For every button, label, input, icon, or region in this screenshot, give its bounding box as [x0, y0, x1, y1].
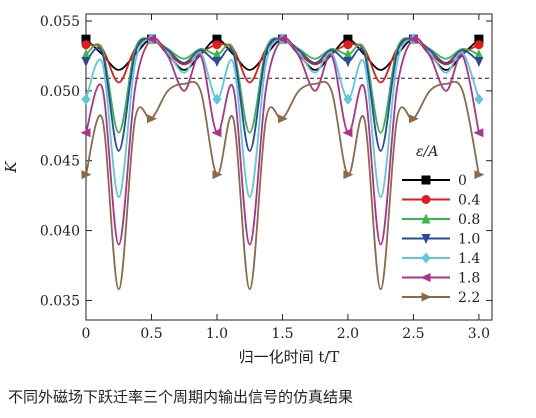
data-point-1.4: [81, 93, 91, 105]
x-tick-label: 0.5: [140, 326, 162, 342]
data-point-0.4: [474, 40, 484, 50]
data-point-0.8: [474, 49, 484, 60]
data-point-0: [343, 34, 353, 44]
data-point-0.8: [81, 49, 91, 60]
y-tick-label: 0.040: [40, 224, 80, 240]
data-point-0: [474, 34, 484, 44]
legend-label: 1.4: [458, 251, 480, 267]
data-point-1.4: [212, 93, 222, 105]
series-line-1.8: [85, 37, 480, 246]
series-line-1.4: [85, 38, 480, 198]
legend-label: 2.2: [458, 290, 480, 306]
legend-marker: [421, 175, 431, 185]
data-point-2.2: [474, 170, 485, 180]
y-tick-label: 0.035: [40, 293, 80, 309]
legend-marker: [421, 292, 432, 302]
x-tick-label: 1.0: [206, 326, 228, 342]
data-point-2.2: [408, 114, 419, 124]
legend-marker: [421, 195, 431, 204]
data-point-0.4: [343, 40, 353, 50]
data-point-1.0: [343, 57, 353, 68]
figure-caption: 不同外磁场下跃迁率三个周期内输出信号的仿真结果: [8, 388, 354, 406]
legend-label: 0.4: [458, 193, 480, 209]
data-point-2.2: [343, 170, 354, 180]
chart: 0 0.5 1.0 1.5 2.0 2.5 3.0 0.035 0.040 0.045 0.050 0…: [2, 13, 493, 366]
data-point-1.8: [80, 128, 91, 138]
x-tick-label: 1.5: [271, 326, 293, 342]
y-tick-label: 0.050: [40, 84, 80, 100]
legend-marker: [421, 252, 431, 264]
legend-label: 0: [458, 173, 467, 189]
data-point-0: [212, 34, 222, 44]
data-point-2.2: [277, 114, 288, 124]
y-tick-label: 0.055: [40, 14, 80, 30]
data-point-1.8: [276, 34, 287, 44]
series-line-1.0: [85, 37, 480, 152]
legend-marker: [421, 213, 431, 224]
data-point-1.8: [342, 128, 353, 138]
y-axis-title: K: [2, 161, 20, 174]
data-point-0.4: [212, 40, 222, 50]
data-point-1.0: [474, 57, 484, 68]
series-line-0.4: [85, 38, 480, 84]
x-tick-label: 2.0: [337, 326, 359, 342]
data-point-2.2: [146, 114, 157, 124]
data-point-0.8: [343, 49, 353, 60]
x-axis-title: 归一化时间 t/T: [239, 348, 340, 366]
data-point-1.8: [211, 128, 222, 138]
legend-label: 0.8: [458, 212, 480, 228]
data-point-0.4: [81, 40, 91, 50]
legend-marker: [420, 273, 431, 282]
data-point-1.8: [145, 34, 156, 44]
x-tick-label: 0: [82, 326, 91, 342]
legend-label: 1.8: [458, 271, 480, 287]
data-point-1.4: [474, 93, 484, 105]
data-point-1.0: [212, 57, 222, 68]
legend-title: ε/A: [416, 144, 438, 160]
series-line-2.2: [85, 80, 480, 291]
data-point-1.8: [473, 128, 484, 138]
data-point-2.2: [81, 170, 92, 180]
plot-frame: [85, 13, 493, 321]
data-point-2.2: [212, 170, 223, 180]
legend-marker: [421, 234, 431, 244]
data-point-0.8: [212, 49, 222, 60]
x-tick-label: 2.5: [402, 326, 424, 342]
data-point-1.8: [407, 34, 418, 44]
data-point-1.4: [343, 93, 353, 105]
legend-label: 1.0: [458, 232, 480, 248]
data-point-0: [81, 34, 91, 44]
data-point-1.0: [81, 57, 91, 68]
x-tick-label: 3.0: [468, 326, 490, 342]
y-tick-label: 0.045: [40, 154, 80, 170]
